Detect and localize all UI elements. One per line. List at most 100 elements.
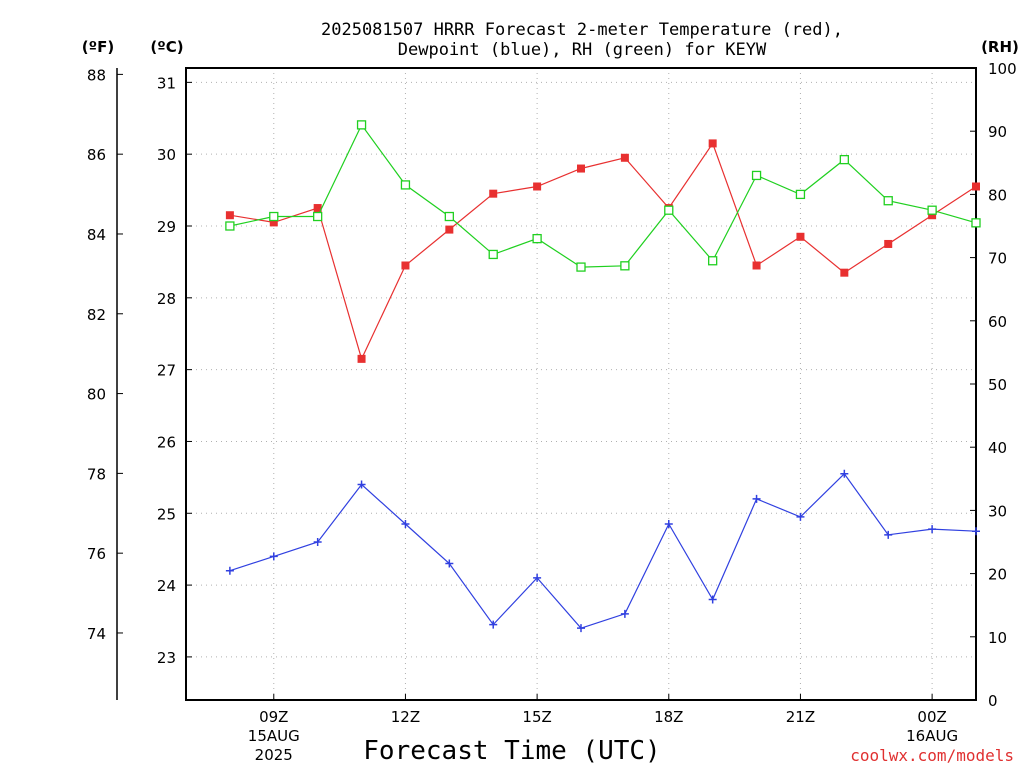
dewpoint-point-9: [620, 609, 629, 618]
c-tick-label-28: 28: [157, 290, 176, 308]
temperature-point-9: [620, 153, 629, 162]
rh-tick-label-30: 30: [988, 502, 1007, 520]
dewpoint-point-4: [401, 520, 410, 529]
fahrenheit-unit-label: (ºF): [82, 38, 114, 56]
rh-tick-label-50: 50: [988, 376, 1007, 394]
c-tick-label-26: 26: [157, 433, 176, 451]
temperature-point-3: [357, 354, 366, 363]
data-series: [225, 120, 981, 633]
temperature-point-14: [840, 268, 849, 277]
rh-line: [229, 123, 977, 268]
x-tick-label-09Z: 09Z: [259, 708, 288, 726]
rh-point-12: [751, 170, 762, 181]
temperature-point-11: [708, 139, 717, 148]
rh-tick-label-80: 80: [988, 186, 1007, 204]
rh-point-16: [927, 205, 937, 215]
rh-tick-label-90: 90: [988, 123, 1007, 141]
c-tick-label-29: 29: [157, 218, 176, 236]
temperature-point-8: [577, 164, 585, 173]
rh-point-11: [708, 256, 718, 266]
temperature-point-6: [489, 189, 498, 198]
dewpoint-point-6: [489, 620, 498, 629]
dewpoint-point-10: [664, 520, 673, 529]
x-tick-label-15Z: 15Z: [522, 708, 551, 726]
dewpoint-point-15: [884, 530, 893, 539]
dewpoint-point-5: [445, 559, 454, 568]
rh-tick-label-60: 60: [988, 313, 1007, 331]
rh-point-14: [839, 154, 849, 165]
dewpoint-point-16: [928, 525, 937, 534]
temperature-point-7: [533, 182, 542, 191]
temperature-point-12: [752, 261, 761, 270]
dewpoint-point-2: [313, 538, 322, 546]
rh-tick-label-40: 40: [988, 439, 1007, 457]
rh-point-4: [400, 180, 411, 190]
dewpoint-point-1: [269, 552, 278, 561]
temperature-point-2: [313, 204, 322, 213]
dewpoint-series: [225, 469, 980, 633]
x-axis-label: Forecast Time (UTC): [363, 736, 660, 766]
rh-series: [225, 120, 981, 272]
dewpoint-point-8: [577, 624, 585, 633]
rh-tick-label-20: 20: [988, 566, 1007, 584]
rh-point-10: [664, 205, 674, 215]
rh-point-2: [313, 211, 323, 222]
x-tick-label-21Z: 21Z: [786, 708, 815, 726]
dewpoint-point-13: [796, 512, 805, 521]
f-tick-label-76: 76: [87, 545, 106, 563]
f-tick-label-74: 74: [87, 625, 106, 643]
dewpoint-point-3: [357, 480, 366, 489]
c-tick-label-23: 23: [157, 649, 176, 667]
rh-unit-label: (RH): [981, 38, 1019, 56]
f-tick-label-86: 86: [87, 146, 106, 164]
rh-point-7: [532, 233, 542, 244]
temperature-point-15: [884, 239, 893, 248]
rh-point-8: [576, 262, 586, 272]
rh-point-15: [883, 196, 893, 206]
dewpoint-line: [229, 472, 977, 629]
x-tick-date-00Z: 16AUG: [906, 727, 958, 745]
dewpoint-point-12: [752, 494, 761, 503]
dewpoint-point-14: [840, 469, 849, 478]
rh-point-9: [620, 261, 630, 271]
rh-tick-label-100: 100: [988, 60, 1017, 78]
temperature-point-17: [972, 182, 980, 191]
celsius-unit-label: (ºC): [150, 38, 183, 56]
c-tick-label-31: 31: [157, 74, 176, 92]
plot-frame: [185, 67, 977, 701]
temperature-line: [229, 142, 977, 361]
rh-point-6: [488, 249, 498, 260]
f-tick-label-88: 88: [87, 66, 106, 84]
c-tick-label-25: 25: [157, 505, 176, 523]
c-tick-label-24: 24: [157, 577, 176, 595]
x-tick-date-09Z: 15AUG: [248, 727, 300, 745]
temperature-point-4: [401, 261, 410, 270]
rh-tick-label-10: 10: [988, 629, 1007, 647]
temperature-point-13: [796, 232, 805, 241]
rh-point-3: [356, 120, 367, 130]
grid-lines: [186, 68, 976, 700]
chart-title-line-2: Dewpoint (blue), RH (green) for KEYW: [398, 40, 767, 60]
rh-tick-label-70: 70: [988, 250, 1007, 268]
temperature-point-5: [445, 225, 454, 234]
x-tick-label-12Z: 12Z: [391, 708, 420, 726]
x-tick-label-00Z: 00Z: [917, 708, 946, 726]
rh-point-13: [795, 189, 806, 200]
credit-text: coolwx.com/models: [850, 746, 1014, 765]
dewpoint-point-7: [533, 573, 542, 582]
chart-title-line-1: 2025081507 HRRR Forecast 2-meter Tempera…: [321, 20, 843, 40]
rh-point-1: [269, 211, 279, 222]
temperature-point-1: [269, 218, 278, 227]
f-tick-label-82: 82: [87, 306, 106, 324]
f-tick-label-80: 80: [87, 386, 106, 404]
c-tick-label-27: 27: [157, 362, 176, 380]
temperature-point-0: [225, 211, 234, 220]
dewpoint-point-11: [708, 595, 717, 604]
dewpoint-point-0: [225, 566, 234, 575]
c-tick-label-30: 30: [157, 146, 176, 164]
f-tick-label-84: 84: [87, 226, 106, 244]
dewpoint-point-17: [972, 527, 980, 536]
rh-point-5: [444, 211, 454, 222]
